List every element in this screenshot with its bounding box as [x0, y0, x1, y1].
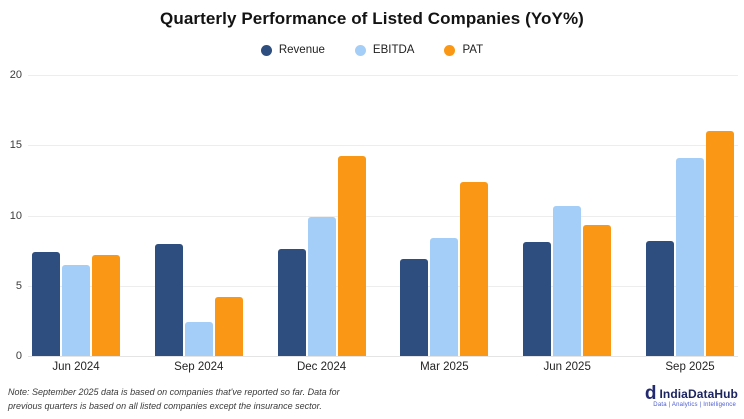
bar-revenue-dec-2024	[278, 249, 306, 356]
brand-tagline: Data | Analytics | Intelligence	[653, 402, 736, 408]
x-tick-label-sep-2024: Sep 2024	[174, 361, 224, 373]
footnote: Note: September 2025 data is based on co…	[8, 385, 340, 413]
y-tick-label-5: 5	[15, 279, 22, 292]
x-tick-label-jun-2024: Jun 2024	[52, 361, 100, 373]
y-tick-label-20: 20	[9, 69, 22, 81]
gridline-y-10	[28, 215, 738, 217]
gridline-y-0	[28, 356, 738, 357]
bar-ebitda-jun-2024	[62, 265, 90, 356]
brand-name: IndiaDataHub	[659, 386, 738, 401]
bar-pat-jun-2025	[583, 225, 611, 356]
bar-pat-sep-2025	[706, 131, 734, 356]
bar-ebitda-mar-2025	[430, 238, 458, 356]
legend-item-pat: PAT	[444, 44, 483, 56]
legend-item-ebitda: EBITDA	[354, 44, 415, 56]
x-tick-label-sep-2025: Sep 2025	[665, 361, 715, 373]
bar-pat-mar-2025	[460, 182, 488, 356]
y-tick-label-15: 15	[9, 139, 22, 152]
bar-ebitda-sep-2024	[185, 322, 213, 356]
y-tick-label-0: 0	[15, 350, 22, 362]
bar-revenue-jun-2025	[523, 242, 551, 356]
footnote-line-1: Note: September 2025 data is based on co…	[8, 387, 340, 397]
legend: Revenue EBITDA PAT	[0, 44, 744, 56]
gridline-y-20	[28, 75, 738, 76]
legend-label-pat: PAT	[462, 44, 484, 56]
bar-pat-dec-2024	[338, 156, 366, 356]
footnote-line-2: previous quarters is based on all listed…	[8, 401, 322, 411]
x-tick-label-jun-2025: Jun 2025	[543, 361, 591, 373]
gridline-y-5	[28, 285, 738, 287]
bar-revenue-sep-2024	[155, 244, 183, 356]
legend-marker-pat-icon	[444, 44, 456, 56]
bar-pat-sep-2024	[215, 297, 243, 356]
indiadatahub-logo-icon: d	[644, 383, 657, 404]
bar-revenue-jun-2024	[32, 252, 60, 356]
bar-revenue-sep-2025	[646, 241, 674, 356]
legend-label-revenue: Revenue	[278, 44, 325, 56]
bar-ebitda-jun-2025	[553, 206, 581, 356]
x-tick-label-mar-2025: Mar 2025	[420, 361, 469, 373]
bar-ebitda-dec-2024	[308, 217, 336, 356]
bar-pat-jun-2024	[92, 255, 120, 356]
y-tick-label-10: 10	[9, 209, 22, 222]
legend-marker-revenue-icon	[260, 44, 272, 56]
x-tick-label-dec-2024: Dec 2024	[296, 361, 347, 373]
bar-ebitda-sep-2025	[676, 158, 704, 356]
legend-item-revenue: Revenue	[260, 44, 325, 56]
bar-revenue-mar-2025	[400, 259, 428, 356]
gridline-y-15	[28, 145, 738, 147]
legend-label-ebitda: EBITDA	[372, 44, 415, 56]
chart-title: Quarterly Performance of Listed Companie…	[160, 9, 584, 28]
legend-marker-ebitda-icon	[354, 44, 366, 56]
branding: d IndiaDataHub Data | Analytics | Intell…	[644, 383, 738, 408]
